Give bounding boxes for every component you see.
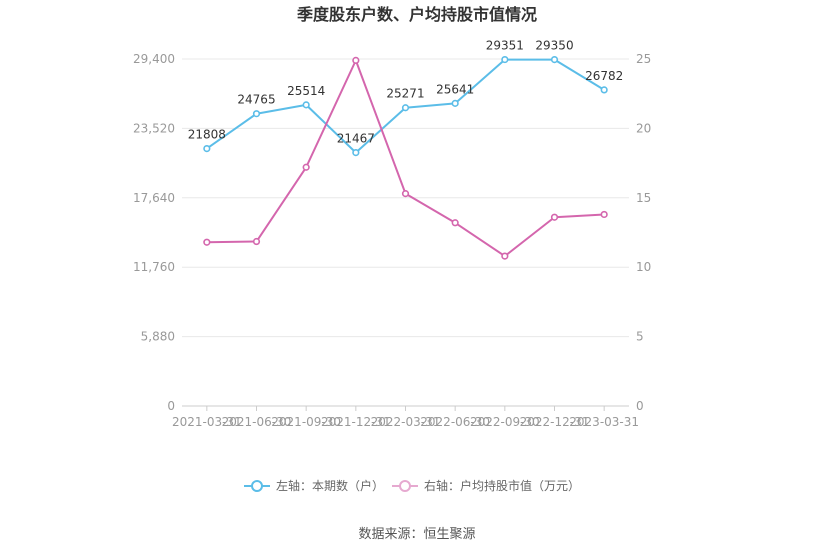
x-tick-label: 2023-03-31	[569, 415, 639, 429]
y-left-tick-label: 17,640	[133, 191, 175, 205]
y-axis-right: 0 5 10 15 20 25	[636, 52, 651, 413]
x-tick-label: 2021-06-30	[222, 415, 292, 429]
data-point	[401, 190, 410, 198]
data-point	[451, 219, 459, 227]
data-point	[302, 163, 310, 171]
y-left-tick-label: 11,760	[133, 260, 175, 274]
data-label: 24765	[237, 93, 275, 107]
source-note: 数据来源：恒生聚源	[358, 527, 475, 542]
data-point	[252, 110, 261, 118]
grid-lines	[182, 58, 629, 338]
y-right-tick-label: 0	[636, 399, 644, 413]
y-right-tick-label: 10	[636, 260, 651, 274]
y-right-tick-label: 15	[636, 191, 651, 205]
data-label: 21808	[188, 128, 226, 142]
data-label: 25641	[436, 82, 474, 96]
legend: 左轴：本期数（户） 右轴：户均持股市值（万元）	[244, 478, 580, 493]
data-point	[352, 149, 360, 157]
data-label: 21467	[337, 132, 375, 146]
y-left-tick-label: 23,520	[133, 121, 175, 135]
x-axis: 2021-03-312021-06-302021-09-302021-12-31…	[172, 405, 639, 429]
data-label: 25514	[287, 84, 325, 98]
data-point	[451, 99, 459, 107]
data-point	[252, 237, 261, 246]
data-point	[203, 145, 211, 153]
data-point	[352, 56, 360, 64]
data-label: 29350	[535, 39, 573, 53]
y-left-tick-label: 0	[167, 399, 175, 413]
y-left-tick-label: 29,400	[133, 52, 175, 66]
legend-item-left-series[interactable]: 左轴：本期数（户）	[244, 478, 384, 493]
data-point	[501, 55, 509, 64]
legend-item-right-series[interactable]: 右轴：户均持股市值（万元）	[392, 478, 580, 493]
x-tick-label: 2021-09-30	[271, 415, 341, 429]
series-layer: 21808 24765 25514 21467 25271 25641 29351 29350…	[188, 39, 623, 260]
x-tick-label: 2022-12-31	[520, 415, 590, 429]
x-tick-label: 2021-12-31	[321, 415, 391, 429]
y-right-tick-label: 25	[636, 52, 651, 66]
data-label: 26782	[585, 69, 623, 83]
legend-marker-left	[251, 480, 263, 492]
x-tick-label: 2022-03-31	[371, 415, 441, 429]
data-point	[550, 55, 559, 64]
legend-label-right: 右轴：户均持股市值（万元）	[424, 478, 580, 493]
data-point	[501, 252, 509, 260]
x-tick-label: 2021-03-31	[172, 415, 242, 429]
y-axis-left: 0 5,880 11,760 17,640 23,520 29,400	[133, 52, 175, 413]
data-point	[302, 101, 310, 109]
data-label: 25271	[386, 87, 424, 101]
data-point	[600, 86, 608, 94]
data-point	[203, 238, 211, 246]
legend-label-left: 左轴：本期数（户）	[276, 478, 384, 493]
data-point	[401, 104, 410, 112]
x-tick-label: 2022-06-30	[420, 415, 490, 429]
series-right	[203, 56, 608, 260]
y-left-tick-label: 5,880	[141, 330, 175, 344]
x-tick-label: 2022-09-30	[470, 415, 540, 429]
y-right-tick-label: 5	[636, 330, 644, 344]
series-left: 21808 24765 25514 21467 25271 25641 29351 29350…	[188, 39, 623, 157]
data-point	[600, 210, 608, 219]
data-point	[550, 213, 559, 221]
chart-title: 季度股东户数、户均持股市值情况	[296, 5, 537, 24]
y-right-tick-label: 20	[636, 121, 651, 135]
data-label: 29351	[486, 39, 524, 53]
legend-marker-right	[399, 480, 411, 492]
